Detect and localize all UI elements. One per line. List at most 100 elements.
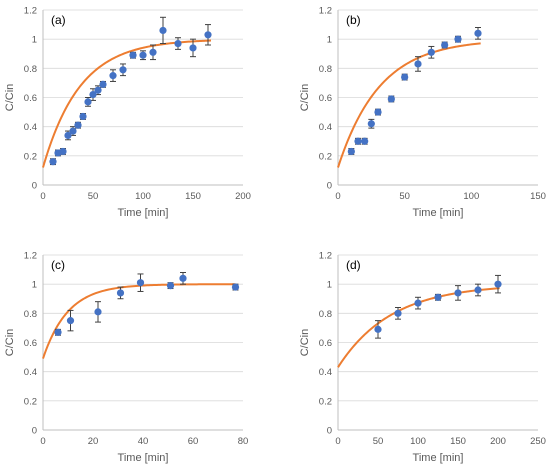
y-tick-label: 0.4 bbox=[319, 122, 332, 133]
data-point bbox=[401, 73, 409, 81]
x-tick-label: 50 bbox=[88, 191, 99, 202]
data-point bbox=[427, 48, 435, 56]
x-tick-label: 80 bbox=[238, 436, 249, 447]
data-point bbox=[49, 158, 57, 166]
data-point bbox=[116, 289, 125, 297]
x-tick-label: 40 bbox=[138, 436, 149, 447]
data-point bbox=[179, 274, 187, 282]
x-tick-label: 250 bbox=[530, 436, 546, 447]
x-axis-title: Time [min] bbox=[413, 452, 464, 464]
y-tick-label: 0.8 bbox=[24, 64, 37, 75]
data-point bbox=[354, 137, 362, 145]
y-tick-label: 0 bbox=[32, 426, 37, 437]
data-point bbox=[204, 31, 212, 39]
data-point bbox=[434, 293, 442, 301]
data-point bbox=[474, 286, 482, 294]
data-point bbox=[129, 51, 137, 59]
y-tick-label: 1 bbox=[327, 280, 332, 291]
data-point bbox=[394, 309, 402, 317]
y-tick-label: 0.6 bbox=[319, 93, 332, 104]
panel-label: (b) bbox=[346, 13, 361, 27]
y-tick-label: 1.2 bbox=[24, 251, 37, 262]
data-point bbox=[79, 112, 87, 121]
x-tick-label: 150 bbox=[450, 436, 466, 447]
y-tick-label: 0 bbox=[327, 181, 332, 192]
data-point bbox=[231, 283, 240, 291]
data-point bbox=[347, 147, 355, 156]
data-point bbox=[59, 147, 67, 156]
y-tick-label: 0.4 bbox=[319, 367, 332, 378]
y-tick-label: 0 bbox=[327, 426, 332, 437]
y-tick-label: 1.2 bbox=[319, 251, 332, 262]
data-point bbox=[374, 108, 382, 116]
y-tick-label: 0.6 bbox=[24, 93, 37, 104]
data-point bbox=[94, 86, 102, 94]
x-tick-label: 200 bbox=[235, 191, 251, 202]
x-axis-title: Time [min] bbox=[118, 207, 169, 219]
data-point bbox=[441, 41, 449, 49]
data-point bbox=[66, 317, 75, 325]
data-point bbox=[149, 48, 157, 56]
y-tick-label: 0 bbox=[32, 181, 37, 192]
x-tick-label: 50 bbox=[373, 436, 384, 447]
data-point bbox=[64, 131, 72, 140]
data-point bbox=[474, 29, 482, 37]
y-tick-label: 0.2 bbox=[24, 151, 37, 162]
chart-panel-a: 0 0.2 0.4 0.6 0.8 1 1.2 0 50 100 150 200 Time [min] C… bbox=[4, 6, 251, 220]
chart-panel-c: 0 0.2 0.4 0.6 0.8 1 1.2 0 20 40 60 80 Time [min] C/Ci… bbox=[4, 251, 248, 465]
x-tick-label: 50 bbox=[399, 191, 410, 202]
chart-panel-d: 0 0.2 0.4 0.6 0.8 1 1.2 0 50 100 150 200 250 Time [mi… bbox=[299, 251, 546, 465]
data-point bbox=[139, 51, 147, 59]
x-tick-label: 200 bbox=[490, 436, 506, 447]
x-axis-title: Time [min] bbox=[413, 207, 464, 219]
data-point bbox=[374, 325, 382, 333]
data-point bbox=[361, 137, 369, 145]
x-tick-label: 20 bbox=[88, 436, 99, 447]
data-point bbox=[89, 90, 97, 99]
x-tick-label: 0 bbox=[40, 436, 45, 447]
y-tick-label: 1 bbox=[32, 280, 37, 291]
x-tick-label: 0 bbox=[335, 436, 340, 447]
panel-label: (c) bbox=[51, 258, 65, 272]
data-point bbox=[454, 289, 462, 297]
data-point bbox=[454, 35, 462, 43]
y-tick-label: 0.4 bbox=[24, 122, 37, 133]
data-point bbox=[84, 98, 92, 106]
data-point bbox=[174, 39, 182, 48]
y-tick-label: 0.8 bbox=[24, 309, 37, 320]
data-point bbox=[94, 308, 102, 316]
y-axis-title: C/Cin bbox=[4, 84, 16, 112]
y-tick-label: 1.2 bbox=[319, 6, 332, 17]
data-point bbox=[414, 299, 422, 307]
data-point bbox=[54, 328, 62, 336]
data-point bbox=[189, 44, 197, 52]
panel-label: (d) bbox=[346, 258, 361, 272]
fit-curve bbox=[337, 42, 481, 168]
x-tick-label: 150 bbox=[530, 191, 546, 202]
y-tick-label: 0.2 bbox=[319, 396, 332, 407]
y-tick-label: 0.6 bbox=[319, 338, 332, 349]
y-tick-label: 1.2 bbox=[24, 6, 37, 17]
y-tick-label: 1 bbox=[327, 35, 332, 46]
chart-panel-b: 0 0.2 0.4 0.6 0.8 1 1.2 0 50 100 150 Time [min] C/Ci… bbox=[299, 6, 546, 220]
data-point bbox=[74, 121, 82, 129]
data-point bbox=[367, 120, 375, 128]
x-tick-label: 60 bbox=[188, 436, 199, 447]
x-tick-label: 150 bbox=[185, 191, 201, 202]
x-axis-title: Time [min] bbox=[118, 452, 169, 464]
y-tick-label: 0.8 bbox=[319, 309, 332, 320]
data-point bbox=[136, 279, 145, 287]
data-point bbox=[387, 95, 395, 103]
y-axis-title: C/Cin bbox=[299, 84, 311, 112]
y-tick-label: 0.4 bbox=[24, 367, 37, 378]
y-tick-label: 0.2 bbox=[319, 151, 332, 162]
data-point bbox=[414, 60, 422, 68]
x-tick-label: 0 bbox=[335, 191, 340, 202]
x-tick-label: 0 bbox=[40, 191, 45, 202]
data-point bbox=[159, 26, 167, 35]
data-point bbox=[69, 127, 77, 135]
y-tick-label: 0.8 bbox=[319, 64, 332, 75]
panel-label: (a) bbox=[51, 13, 66, 27]
x-tick-label: 100 bbox=[135, 191, 151, 202]
fit-curve bbox=[42, 39, 212, 168]
